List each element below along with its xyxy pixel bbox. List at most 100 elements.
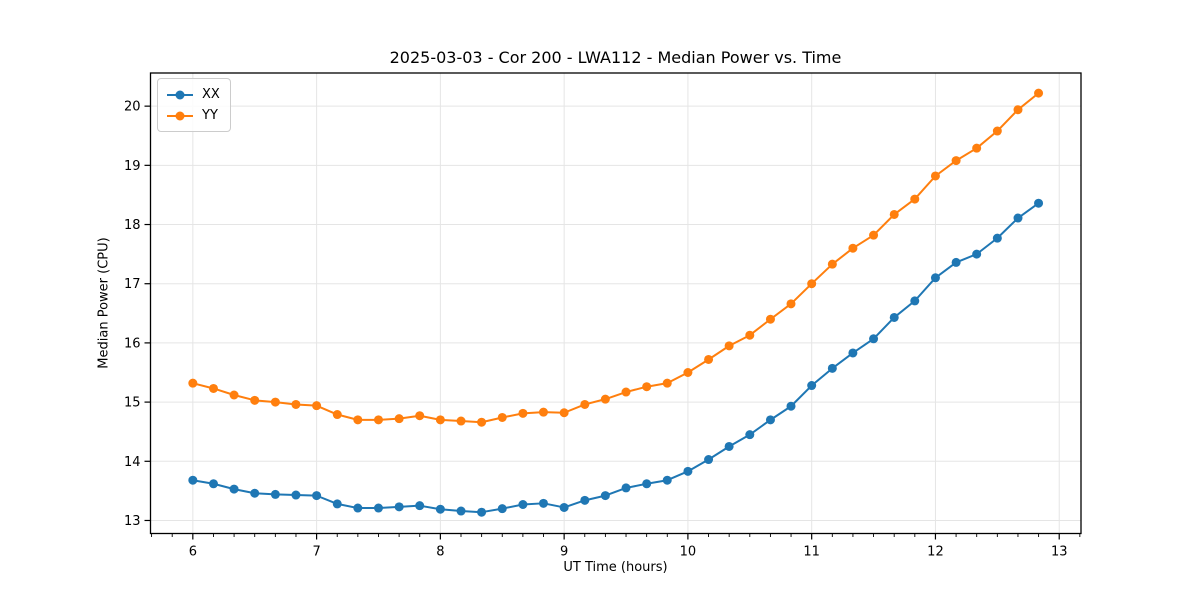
data-point-yy bbox=[1034, 88, 1044, 98]
plot-border bbox=[149, 72, 1082, 535]
data-point-xx bbox=[683, 466, 693, 476]
data-point-yy bbox=[435, 415, 445, 425]
y-tick-label: 19 bbox=[124, 159, 141, 174]
x-tick-label: 11 bbox=[803, 545, 820, 560]
data-point-yy bbox=[930, 171, 940, 181]
data-point-xx bbox=[910, 296, 920, 306]
data-point-xx bbox=[869, 334, 879, 344]
data-point-xx bbox=[188, 475, 198, 485]
data-point-yy bbox=[270, 397, 280, 407]
data-point-xx bbox=[538, 498, 548, 508]
data-point-yy bbox=[848, 243, 858, 253]
data-point-yy bbox=[600, 394, 610, 404]
data-point-xx bbox=[477, 507, 487, 517]
data-point-xx bbox=[559, 502, 569, 512]
data-point-xx bbox=[580, 495, 590, 505]
x-tick-label: 6 bbox=[189, 545, 197, 560]
data-point-yy bbox=[559, 408, 569, 418]
data-point-xx bbox=[972, 249, 982, 259]
data-point-xx bbox=[724, 441, 734, 451]
data-point-xx bbox=[415, 501, 425, 511]
data-point-yy bbox=[745, 330, 755, 340]
data-point-yy bbox=[250, 395, 260, 405]
data-point-yy bbox=[662, 378, 672, 388]
data-point-yy bbox=[332, 410, 342, 420]
x-tick-label: 7 bbox=[312, 545, 320, 560]
data-point-yy bbox=[704, 354, 714, 364]
data-point-yy bbox=[972, 143, 982, 153]
data-point-xx bbox=[786, 401, 796, 411]
data-point-yy bbox=[869, 230, 879, 240]
data-point-xx bbox=[745, 430, 755, 440]
data-point-xx bbox=[889, 312, 899, 322]
data-point-xx bbox=[704, 455, 714, 465]
legend: XX YY bbox=[157, 78, 231, 132]
data-point-yy bbox=[415, 411, 425, 421]
data-point-yy bbox=[456, 416, 466, 426]
data-point-yy bbox=[477, 417, 487, 427]
data-point-xx bbox=[1034, 198, 1044, 208]
data-point-yy bbox=[1013, 105, 1023, 115]
legend-entry-yy: YY bbox=[166, 105, 220, 126]
data-point-yy bbox=[889, 209, 899, 219]
data-point-yy bbox=[353, 415, 363, 425]
x-tick-label: 13 bbox=[1051, 545, 1068, 560]
data-point-xx bbox=[600, 491, 610, 501]
data-point-yy bbox=[992, 126, 1002, 136]
x-tick-label: 8 bbox=[436, 545, 444, 560]
data-point-yy bbox=[188, 378, 198, 388]
series-line-xx bbox=[192, 202, 1040, 514]
y-tick-label: 20 bbox=[124, 100, 141, 115]
data-point-yy bbox=[538, 407, 548, 417]
data-point-xx bbox=[518, 499, 528, 509]
data-point-yy bbox=[394, 414, 404, 424]
y-tick-label: 17 bbox=[124, 277, 141, 292]
data-point-xx bbox=[827, 363, 837, 373]
data-point-xx bbox=[621, 483, 631, 493]
data-point-xx bbox=[642, 479, 652, 489]
x-axis-label: UT Time (hours) bbox=[563, 560, 668, 575]
data-point-yy bbox=[642, 382, 652, 392]
x-tick-label: 9 bbox=[560, 545, 568, 560]
data-point-yy bbox=[208, 383, 218, 393]
data-point-yy bbox=[683, 368, 693, 378]
legend-label-xx: XX bbox=[202, 87, 220, 102]
data-point-yy bbox=[291, 399, 301, 409]
series-line-yy bbox=[192, 92, 1040, 424]
data-point-yy bbox=[724, 341, 734, 351]
data-point-xx bbox=[332, 499, 342, 509]
data-point-xx bbox=[394, 502, 404, 512]
data-point-yy bbox=[765, 314, 775, 324]
y-tick-label: 15 bbox=[124, 396, 141, 411]
data-point-yy bbox=[312, 401, 322, 411]
data-point-yy bbox=[807, 279, 817, 289]
x-tick-label: 10 bbox=[680, 545, 697, 560]
legend-label-yy: YY bbox=[202, 108, 218, 123]
x-tick-label: 12 bbox=[927, 545, 944, 560]
data-point-xx bbox=[229, 484, 239, 494]
data-point-yy bbox=[621, 387, 631, 397]
y-tick-label: 13 bbox=[124, 514, 141, 529]
data-point-yy bbox=[497, 412, 507, 422]
data-point-xx bbox=[951, 257, 961, 267]
data-point-xx bbox=[1013, 213, 1023, 223]
data-point-xx bbox=[435, 504, 445, 514]
data-point-xx bbox=[662, 475, 672, 485]
data-point-yy bbox=[910, 194, 920, 204]
data-point-yy bbox=[827, 259, 837, 269]
data-point-xx bbox=[848, 348, 858, 358]
data-point-xx bbox=[270, 489, 280, 499]
data-point-xx bbox=[456, 506, 466, 516]
data-point-xx bbox=[807, 381, 817, 391]
data-point-xx bbox=[312, 491, 322, 501]
data-point-yy bbox=[518, 408, 528, 418]
y-tick-label: 16 bbox=[124, 336, 141, 351]
data-point-yy bbox=[951, 156, 961, 166]
y-tick-label: 14 bbox=[124, 455, 141, 470]
data-point-xx bbox=[291, 490, 301, 500]
data-point-yy bbox=[229, 390, 239, 400]
data-point-xx bbox=[353, 503, 363, 513]
data-point-yy bbox=[580, 399, 590, 409]
